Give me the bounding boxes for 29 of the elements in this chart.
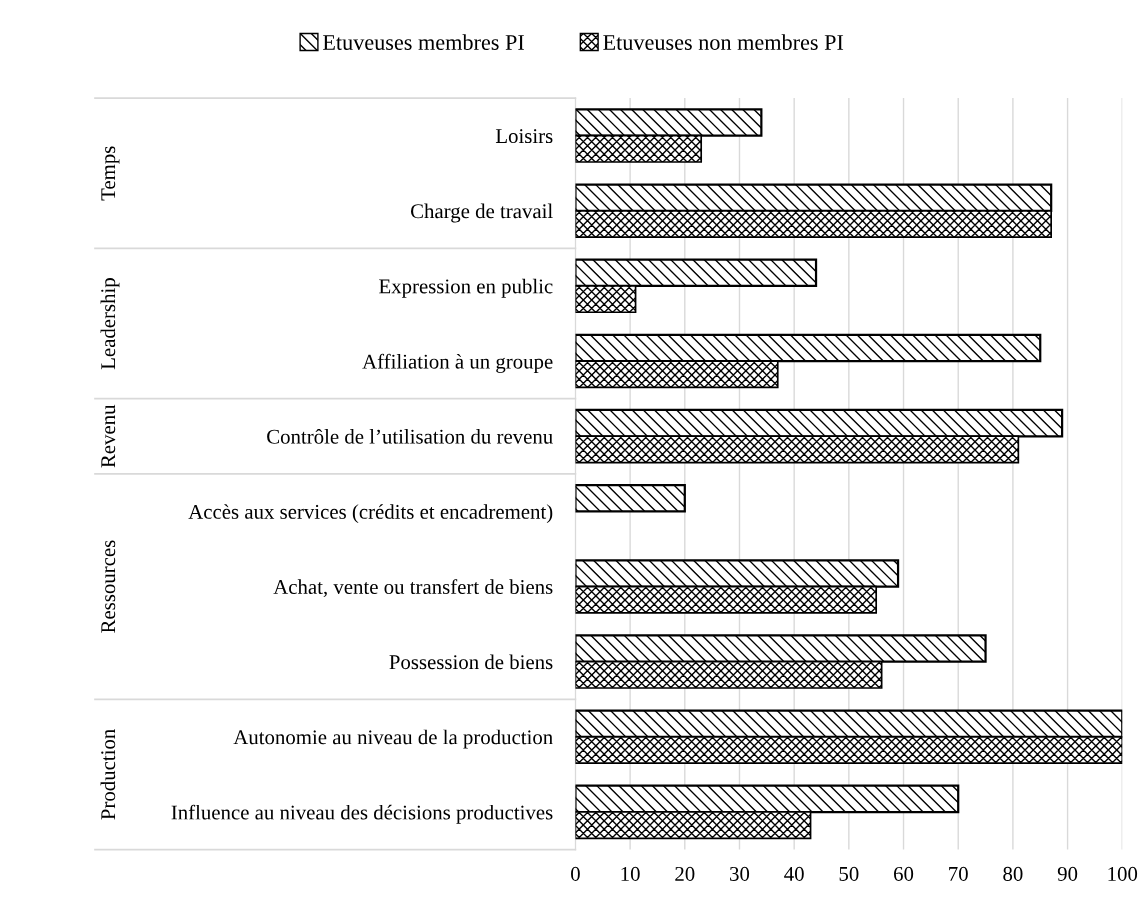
y-tick-label: Autonomie au niveau de la production [233,729,553,749]
text: Revenu [101,404,116,468]
x-tick-label: 90 [1057,866,1078,881]
y-tick-label: Influence au niveau des décisions productives [171,804,553,824]
x-tick-label: 80 [1003,866,1023,881]
legend-label: Etuveuses non membres PI [603,34,844,50]
y-tick-label: Affiliation à un groupe [362,353,553,373]
x-tick-label: 0 [571,866,580,881]
x-tick-label: 40 [784,866,804,881]
y-tick-label: Expression en public [379,278,553,298]
text: Ressources [101,540,116,633]
x-tick-label: 100 [1108,866,1138,881]
bar [575,484,686,513]
y-tick-label: Contrôle de l’utilisation du revenu [267,429,553,444]
y-tick-label: Loisirs [495,129,553,144]
legend-label: Etuveuses membres PI [322,34,524,50]
x-tick-label: 60 [894,866,914,881]
text: Temps [101,146,120,201]
x-tick-label: 30 [730,866,750,881]
y-tick-label: Charge de travail [410,203,553,223]
text: Production [100,729,116,820]
x-tick-label: 20 [675,866,695,881]
text: Leadership [100,278,120,370]
y-tick-label: Possession de biens [389,654,553,670]
y-tick-label: Achat, vente ou transfert de biens [273,579,553,598]
x-tick-label: 50 [839,866,859,881]
x-tick-label: 10 [621,866,640,881]
y-tick-label: Accès aux services (crédits et encadrement) [188,504,553,524]
x-tick-label: 70 [949,866,968,881]
